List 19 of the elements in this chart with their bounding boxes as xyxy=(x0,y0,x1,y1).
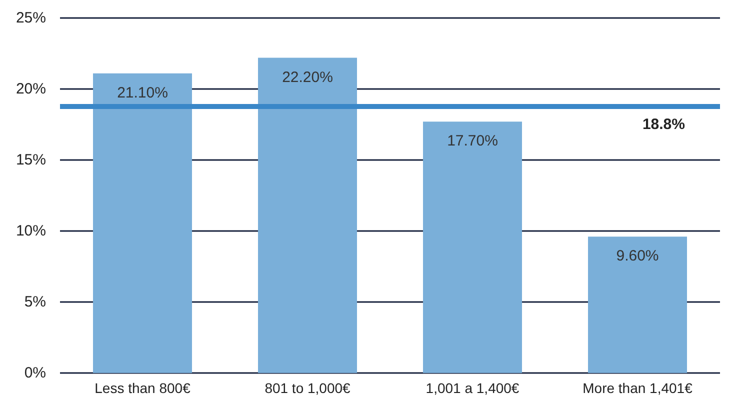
y-tick-label: 10% xyxy=(16,222,46,240)
bar xyxy=(93,73,192,373)
ref-line-label: 18.8% xyxy=(642,116,685,134)
data-label: 17.70% xyxy=(447,132,498,150)
x-tick-label: 1,001 a 1,400€ xyxy=(426,380,520,396)
y-tick-label: 5% xyxy=(24,294,46,310)
bar xyxy=(258,58,357,373)
bar xyxy=(588,236,687,373)
y-tick-label: 20% xyxy=(16,80,46,98)
data-label: 21.10% xyxy=(117,84,168,102)
y-tick-label: 25% xyxy=(16,10,46,26)
x-tick-label: Less than 800€ xyxy=(94,380,191,396)
y-tick-label: 0% xyxy=(24,364,46,382)
x-tick-label: More than 1,401€ xyxy=(582,380,693,396)
y-tick-label: 15% xyxy=(16,152,46,168)
x-tick-label: 801 to 1,000€ xyxy=(264,380,351,396)
data-label: 22.20% xyxy=(282,68,333,86)
bar xyxy=(423,122,522,373)
data-label: 9.60% xyxy=(616,248,659,265)
